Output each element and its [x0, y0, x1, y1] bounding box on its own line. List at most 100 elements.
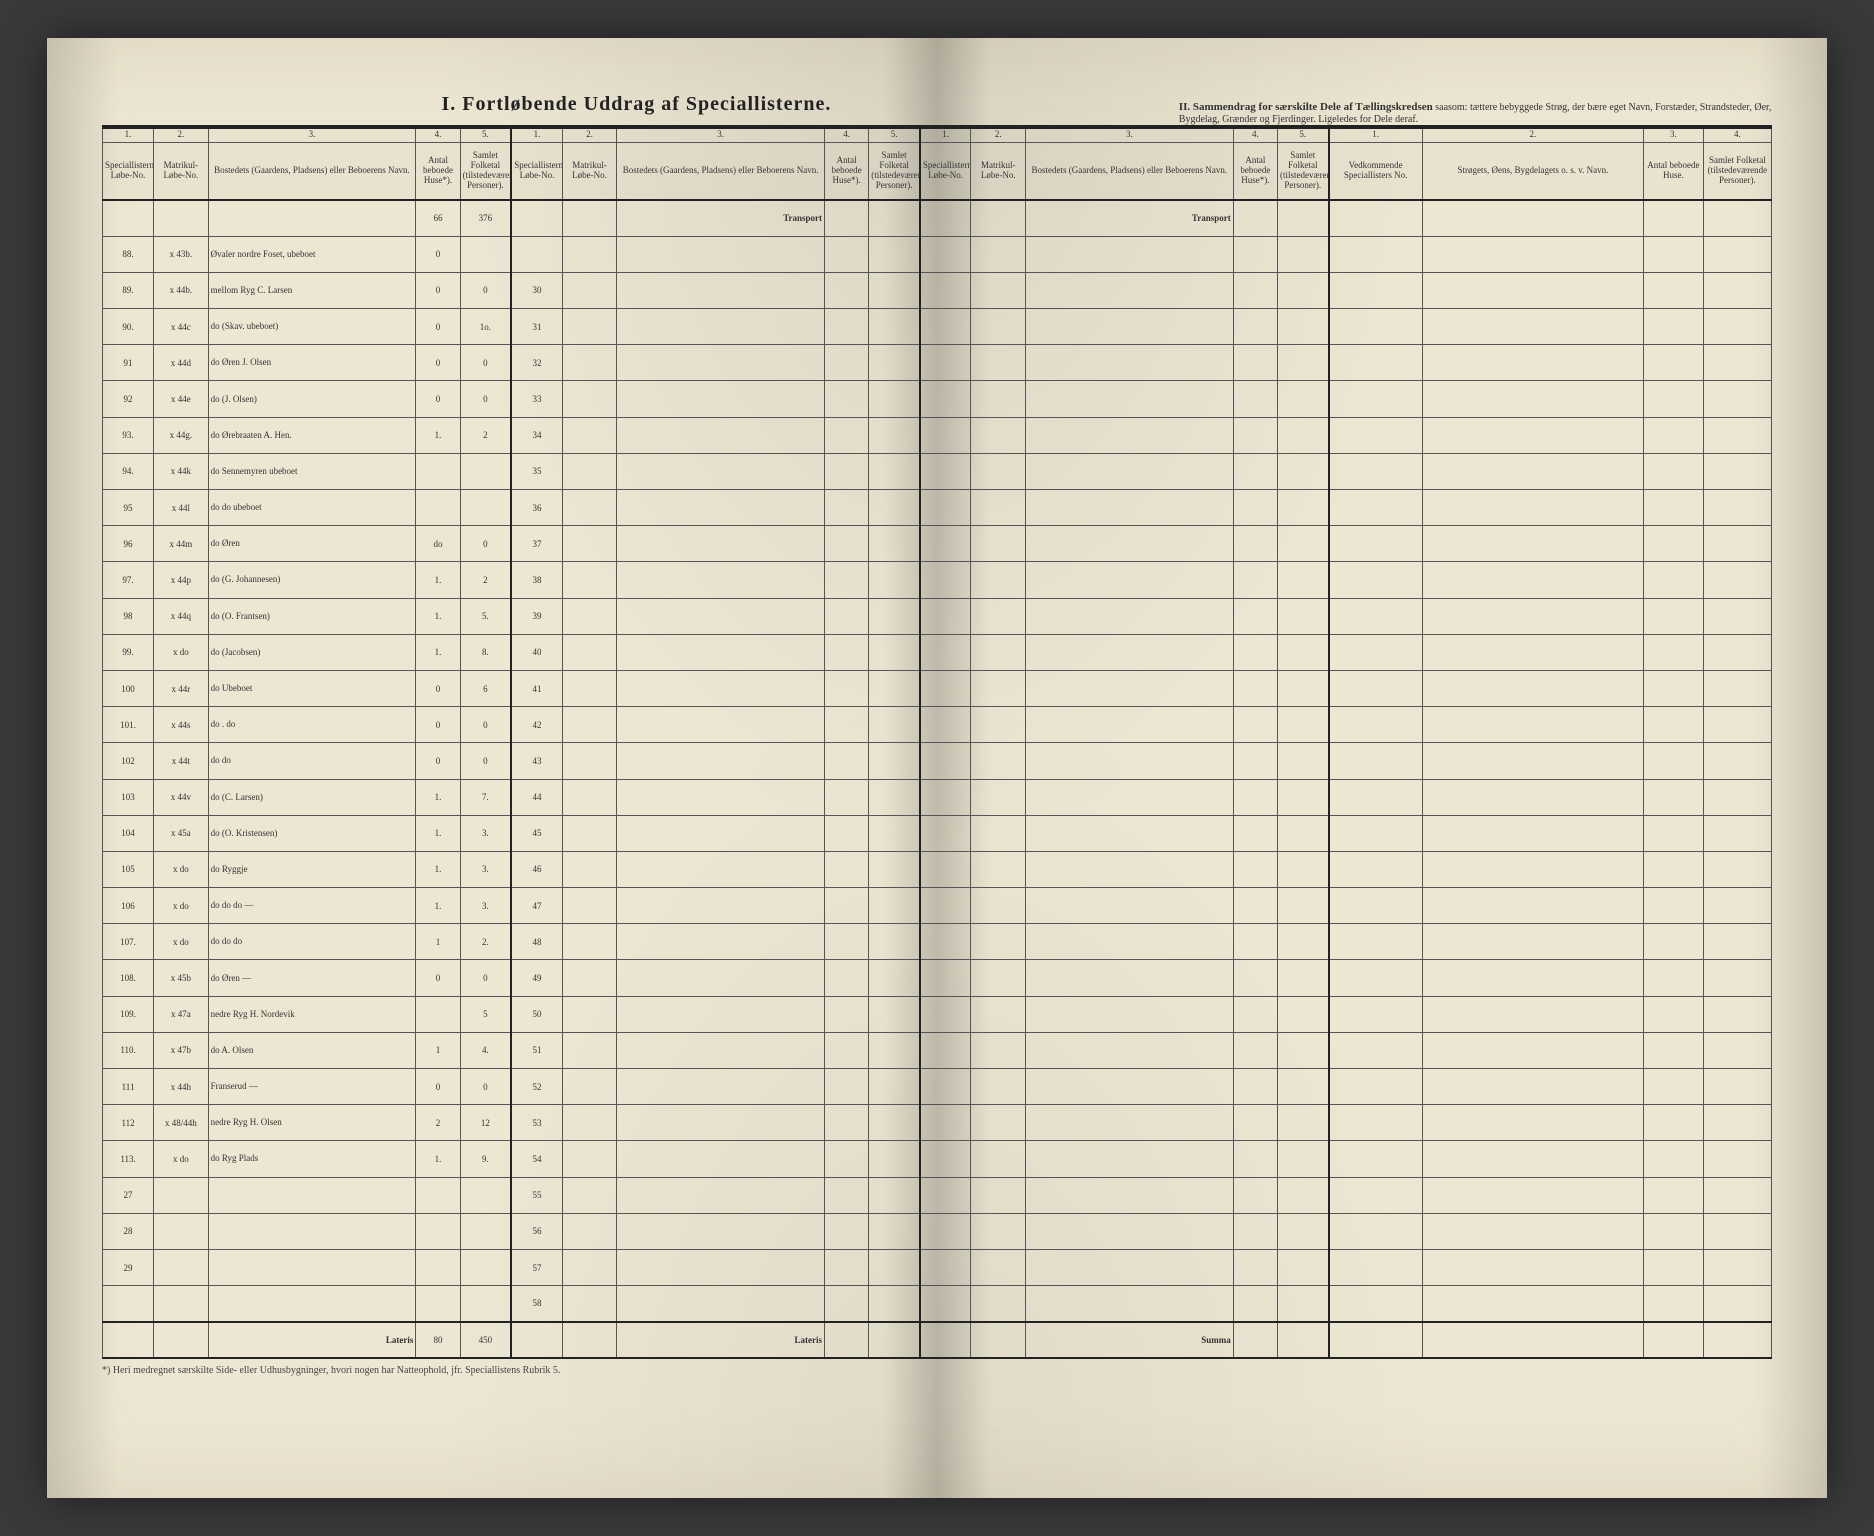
empty-cell — [1277, 1032, 1328, 1068]
empty-cell — [1233, 1141, 1277, 1177]
matrikul-no: x 44s — [154, 707, 209, 743]
bosted-name: nedre Ryg H. Olsen — [208, 1105, 416, 1141]
speciallist-no: 99. — [103, 634, 154, 670]
printed-seq-no: 35 — [511, 453, 562, 489]
table-row: 106x dodo do do —1.3.47 — [103, 888, 1772, 924]
empty-cell — [1329, 743, 1423, 779]
bosted-name — [208, 1286, 416, 1322]
empty-cell — [1277, 1213, 1328, 1249]
folketal: 2 — [460, 417, 511, 453]
printed-seq-no: 42 — [511, 707, 562, 743]
empty-cell — [1703, 526, 1771, 562]
empty-cell — [1644, 851, 1704, 887]
colnum: 5. — [869, 128, 920, 142]
empty-cell — [825, 707, 869, 743]
col-label: Speciallisternes Løbe-No. — [103, 142, 154, 200]
empty-cell — [971, 272, 1026, 308]
empty-cell — [971, 236, 1026, 272]
antal-huse — [416, 1249, 460, 1285]
empty-cell — [1644, 236, 1704, 272]
printed-seq-no — [511, 236, 562, 272]
table-row: 100x 44rdo Ubeboet0641 — [103, 670, 1772, 706]
table-row: 92x 44edo (J. Olsen)0033 — [103, 381, 1772, 417]
empty-cell — [920, 779, 971, 815]
empty-cell — [825, 526, 869, 562]
empty-cell — [1025, 1213, 1233, 1249]
empty-cell — [617, 1249, 825, 1285]
table-row: 105x dodo Ryggje1.3.46 — [103, 851, 1772, 887]
empty-cell — [1233, 996, 1277, 1032]
printed-seq-no: 50 — [511, 996, 562, 1032]
empty-cell — [1644, 309, 1704, 345]
printed-seq-no: 46 — [511, 851, 562, 887]
empty-cell — [1422, 526, 1643, 562]
empty-cell — [1422, 1249, 1643, 1285]
folketal: 0 — [460, 345, 511, 381]
empty-cell — [617, 634, 825, 670]
empty-cell — [562, 1177, 617, 1213]
empty-cell — [617, 851, 825, 887]
empty-cell — [971, 960, 1026, 996]
table-row: 109.x 47anedre Ryg H. Nordevik550 — [103, 996, 1772, 1032]
table-row: 110.x 47bdo A. Olsen14.51 — [103, 1032, 1772, 1068]
bosted-name: do (Skav. ubeboet) — [208, 309, 416, 345]
bosted-name: do do ubeboet — [208, 490, 416, 526]
empty-cell — [617, 779, 825, 815]
empty-cell — [920, 236, 971, 272]
empty-cell — [1025, 490, 1233, 526]
empty-cell — [1422, 1105, 1643, 1141]
col-label: Antal beboede Huse*). — [825, 142, 869, 200]
empty-cell — [971, 851, 1026, 887]
empty-cell — [1025, 1069, 1233, 1105]
bosted-name: do (O. Kristensen) — [208, 815, 416, 851]
empty-cell — [825, 1032, 869, 1068]
empty-cell — [1277, 490, 1328, 526]
colnum: 4. — [1703, 128, 1771, 142]
empty-cell — [869, 960, 920, 996]
empty-cell — [869, 272, 920, 308]
empty-cell — [1644, 1105, 1704, 1141]
empty-cell — [562, 490, 617, 526]
empty-cell — [971, 1032, 1026, 1068]
matrikul-no: x 44h — [154, 1069, 209, 1105]
empty-cell — [1329, 562, 1423, 598]
empty-cell — [1025, 272, 1233, 308]
ledger-table: 1. 2. 3. 4. 5. 1. 2. 3. 4. 5. 1. 2. 3. 4… — [102, 127, 1772, 1359]
empty-cell — [1644, 1177, 1704, 1213]
empty-cell — [617, 1213, 825, 1249]
empty-cell — [1329, 924, 1423, 960]
matrikul-no: x 45b — [154, 960, 209, 996]
empty-cell — [1277, 1249, 1328, 1285]
transport-row: 66 376 Transport Transport — [103, 200, 1772, 236]
col-label: Samlet Folketal (tilstedeværende Persone… — [1703, 142, 1771, 200]
empty-cell — [869, 924, 920, 960]
printed-seq-no: 56 — [511, 1213, 562, 1249]
empty-cell — [869, 345, 920, 381]
printed-seq-no: 30 — [511, 272, 562, 308]
empty-cell — [617, 888, 825, 924]
empty-cell — [562, 779, 617, 815]
empty-cell — [1277, 1069, 1328, 1105]
empty-cell — [920, 526, 971, 562]
empty-cell — [825, 345, 869, 381]
speciallist-no: 111 — [103, 1069, 154, 1105]
col-label: Speciallisternes Løbe-No. — [920, 142, 971, 200]
empty-cell — [562, 1141, 617, 1177]
empty-cell — [1329, 1286, 1423, 1322]
empty-cell — [617, 1069, 825, 1105]
col-label: Strøgets, Øens, Bygdelagets o. s. v. Nav… — [1422, 142, 1643, 200]
table-row: 88.x 43b.Øvaler nordre Foset, ubeboet0 — [103, 236, 1772, 272]
empty-cell — [562, 598, 617, 634]
empty-cell — [971, 670, 1026, 706]
table-row: 104x 45ado (O. Kristensen)1.3.45 — [103, 815, 1772, 851]
empty-cell — [1703, 345, 1771, 381]
lateris-label: Lateris — [208, 1322, 416, 1358]
empty-cell — [617, 996, 825, 1032]
matrikul-no — [154, 1249, 209, 1285]
empty-cell — [920, 924, 971, 960]
speciallist-no: 112 — [103, 1105, 154, 1141]
empty-cell — [1329, 1032, 1423, 1068]
speciallist-no — [103, 1286, 154, 1322]
table-row: 103x 44vdo (C. Larsen)1.7.44 — [103, 779, 1772, 815]
antal-huse: 0 — [416, 309, 460, 345]
